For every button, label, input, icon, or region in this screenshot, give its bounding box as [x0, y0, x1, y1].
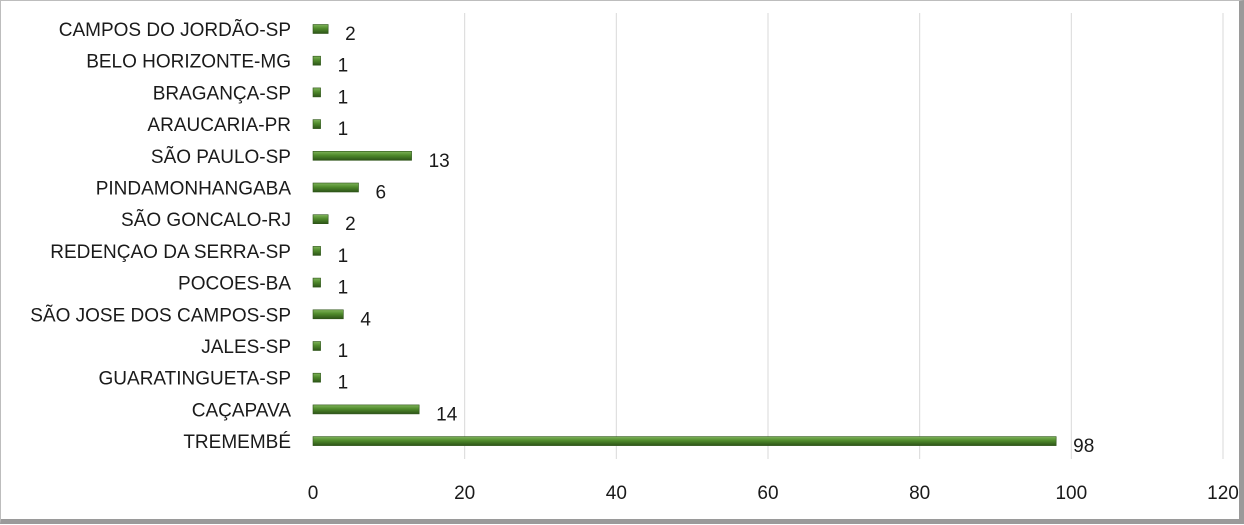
bar-6: [312, 214, 329, 224]
x-tick-label-100: 100: [1055, 483, 1087, 504]
gridlines: [464, 13, 1224, 459]
category-label-5: PINDAMONHANGABA: [96, 179, 292, 200]
category-label-3: ARAUCARIA-PR: [147, 115, 291, 136]
x-tick-label-60: 60: [757, 483, 778, 504]
data-label-5: 6: [376, 183, 387, 204]
category-label-11: GUARATINGUETA-SP: [99, 369, 291, 390]
x-axis-ticks: 0 20 40 60 80 100 120: [308, 483, 1239, 504]
category-label-7: REDENÇAO DA SERRA-SP: [50, 242, 291, 263]
category-label-0: CAMPOS DO JORDÃO-SP: [59, 19, 291, 41]
bar-3: [312, 119, 321, 129]
category-labels: CAMPOS DO JORDÃO-SP BELO HORIZONTE-MG BRAG…: [30, 19, 291, 453]
x-tick-label-40: 40: [606, 483, 627, 504]
data-label-9: 4: [360, 309, 371, 330]
bar-9: [312, 309, 344, 320]
data-label-7: 1: [338, 246, 349, 267]
bar-8: [312, 277, 321, 288]
data-label-3: 1: [338, 119, 349, 140]
x-tick-label-0: 0: [308, 483, 319, 504]
bar-2: [312, 87, 321, 98]
data-label-6: 2: [345, 214, 356, 235]
data-label-12: 14: [436, 404, 458, 425]
category-label-12: CAÇAPAVA: [192, 400, 292, 421]
category-label-10: JALES-SP: [201, 337, 291, 358]
category-label-6: SÃO GONCALO-RJ: [121, 209, 291, 231]
bar-0: [312, 24, 329, 34]
x-tick-label-80: 80: [909, 483, 930, 504]
category-label-2: BRAGANÇA-SP: [153, 83, 291, 104]
bar-11: [312, 372, 321, 383]
category-label-9: SÃO JOSE DOS CAMPOS-SP: [30, 304, 291, 326]
data-label-8: 1: [338, 278, 349, 299]
data-label-1: 1: [338, 56, 349, 77]
category-label-1: BELO HORIZONTE-MG: [86, 52, 291, 73]
x-tick-label-120: 120: [1207, 483, 1239, 504]
bar-4: [312, 151, 412, 161]
bar-5: [312, 182, 359, 193]
bars: [312, 24, 1057, 446]
data-label-2: 1: [338, 87, 349, 108]
data-label-4: 13: [429, 151, 450, 172]
category-label-8: POCOES-BA: [178, 274, 291, 295]
data-label-10: 1: [338, 341, 349, 362]
data-label-13: 98: [1073, 436, 1094, 457]
category-label-4: SÃO PAULO-SP: [151, 146, 291, 168]
data-label-11: 1: [338, 373, 349, 394]
bar-13: [312, 436, 1057, 446]
category-label-13: TREMEMBÉ: [183, 432, 291, 453]
data-label-0: 2: [345, 24, 356, 45]
x-tick-label-20: 20: [454, 483, 475, 504]
bar-1: [312, 55, 321, 66]
bar-10: [312, 341, 321, 351]
bar-7: [312, 246, 321, 256]
bar-12: [312, 404, 420, 415]
